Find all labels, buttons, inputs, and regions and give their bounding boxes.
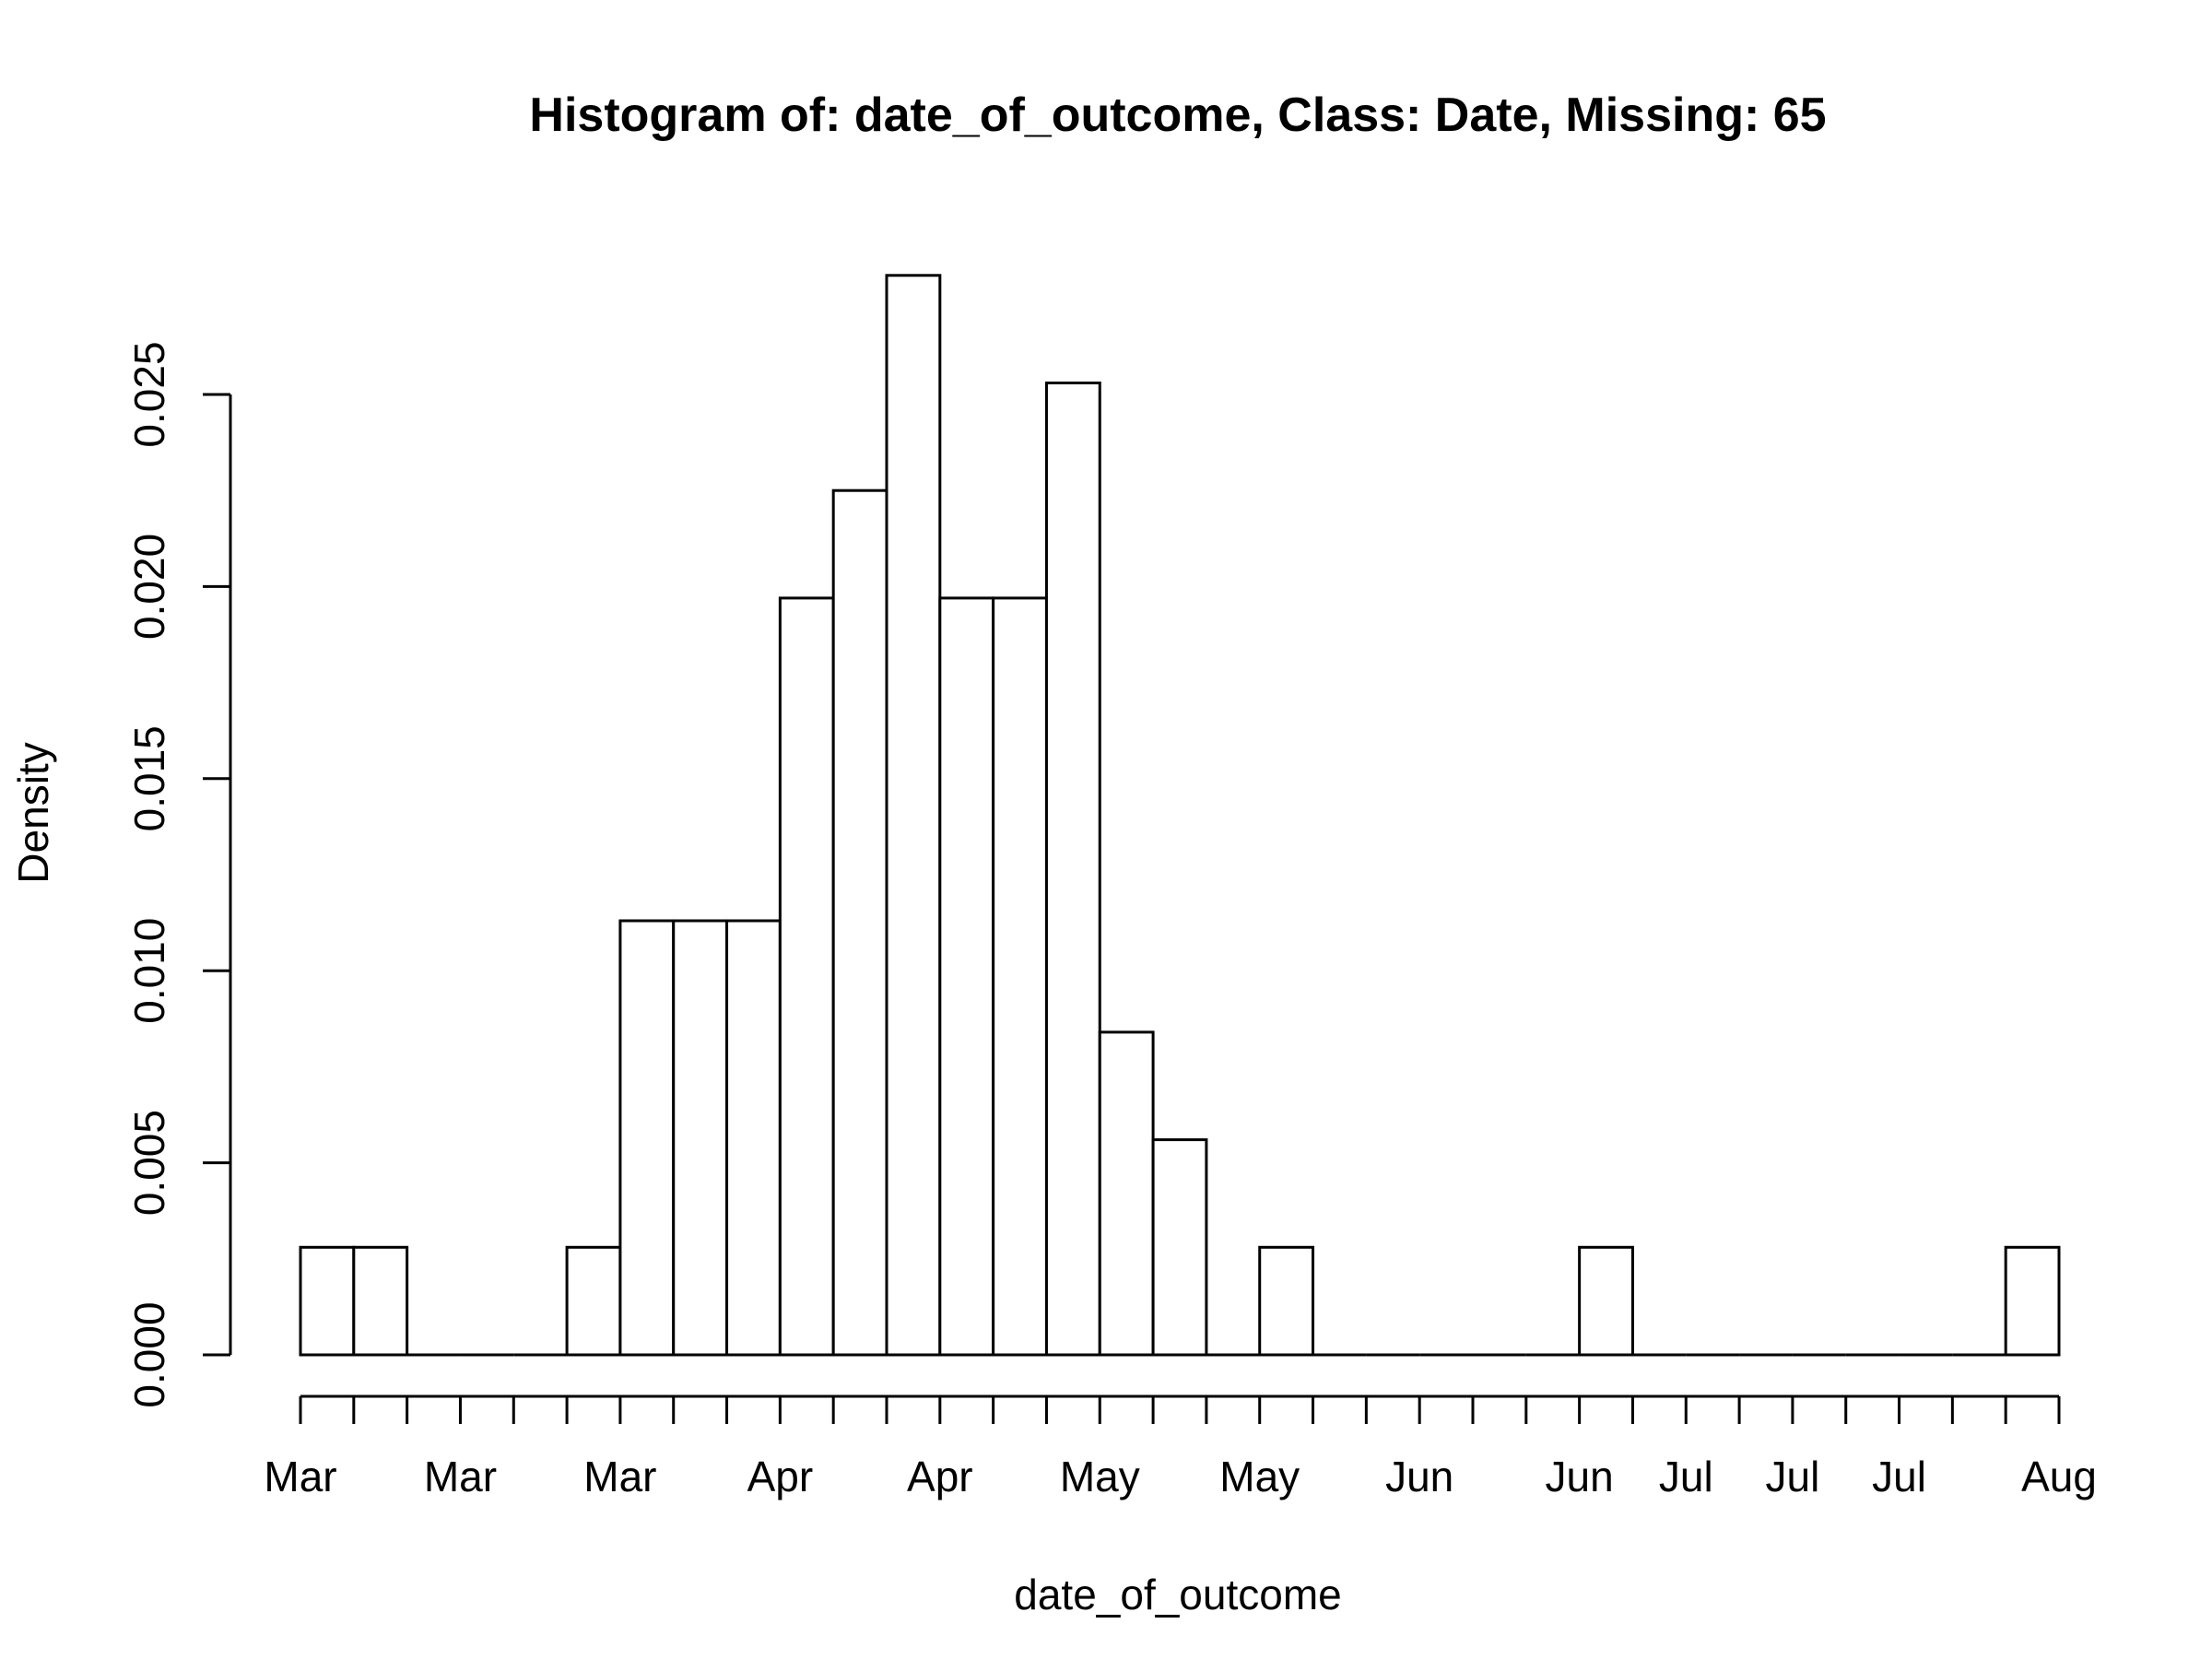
histogram-bar: [1044, 381, 1101, 1357]
y-tick-label: 0.000: [125, 1301, 173, 1407]
histogram-bar: [725, 919, 782, 1357]
x-tick-label: Jul: [1872, 1453, 1926, 1500]
bars-group: [299, 274, 2061, 1357]
histogram-bar: [992, 596, 1048, 1357]
x-axis: Mar Mar Mar Apr Apr May May Jun Jun Jul Jul Jul Aug: [264, 1394, 2097, 1500]
x-tick-label: Mar: [583, 1453, 656, 1500]
histogram-bar: [778, 596, 835, 1357]
histogram-bar: [565, 1245, 622, 1357]
histogram-bar: [352, 1245, 409, 1357]
chart-title: Histogram of: date_of_outcome, Class: Da…: [529, 88, 1826, 142]
x-tick-label: Apr: [907, 1453, 973, 1500]
histogram-bar: [672, 919, 729, 1357]
histogram-bar: [1151, 1138, 1208, 1357]
x-tick-label: Jul: [1766, 1453, 1820, 1500]
x-tick-label: May: [1219, 1453, 1300, 1500]
x-tick-label: Mar: [424, 1453, 497, 1500]
y-axis: 0.000 0.005 0.010 0.015 0.020 0.025: [125, 341, 232, 1408]
histogram-bar: [1098, 1030, 1155, 1357]
histogram-bar: [885, 274, 942, 1357]
y-tick-label: 0.010: [125, 918, 173, 1024]
y-axis-label: Density: [9, 742, 57, 883]
y-tick-label: 0.005: [125, 1110, 173, 1216]
histogram-bar: [299, 1245, 356, 1357]
histogram-bar: [618, 919, 676, 1357]
x-tick-label: Jun: [1385, 1453, 1453, 1500]
x-tick-label: Aug: [2021, 1453, 2097, 1500]
y-tick-label: 0.020: [125, 534, 173, 640]
x-tick-label: Mar: [264, 1453, 336, 1500]
histogram-bar: [1578, 1245, 1634, 1357]
x-tick-label: Apr: [747, 1453, 814, 1500]
x-tick-label: Jun: [1546, 1453, 1614, 1500]
x-axis-label: date_of_outcome: [1014, 1571, 1342, 1618]
y-tick-label: 0.015: [125, 725, 173, 831]
histogram-bar: [1258, 1245, 1315, 1357]
x-tick-label: Jul: [1659, 1453, 1713, 1500]
histogram-bar: [938, 596, 995, 1357]
histogram-bar: [2004, 1245, 2061, 1357]
histogram-bar: [831, 488, 888, 1357]
y-tick-label: 0.025: [125, 341, 173, 447]
x-tick-label: May: [1060, 1453, 1140, 1500]
